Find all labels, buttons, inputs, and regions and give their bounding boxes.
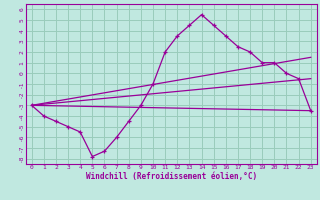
- X-axis label: Windchill (Refroidissement éolien,°C): Windchill (Refroidissement éolien,°C): [86, 172, 257, 181]
